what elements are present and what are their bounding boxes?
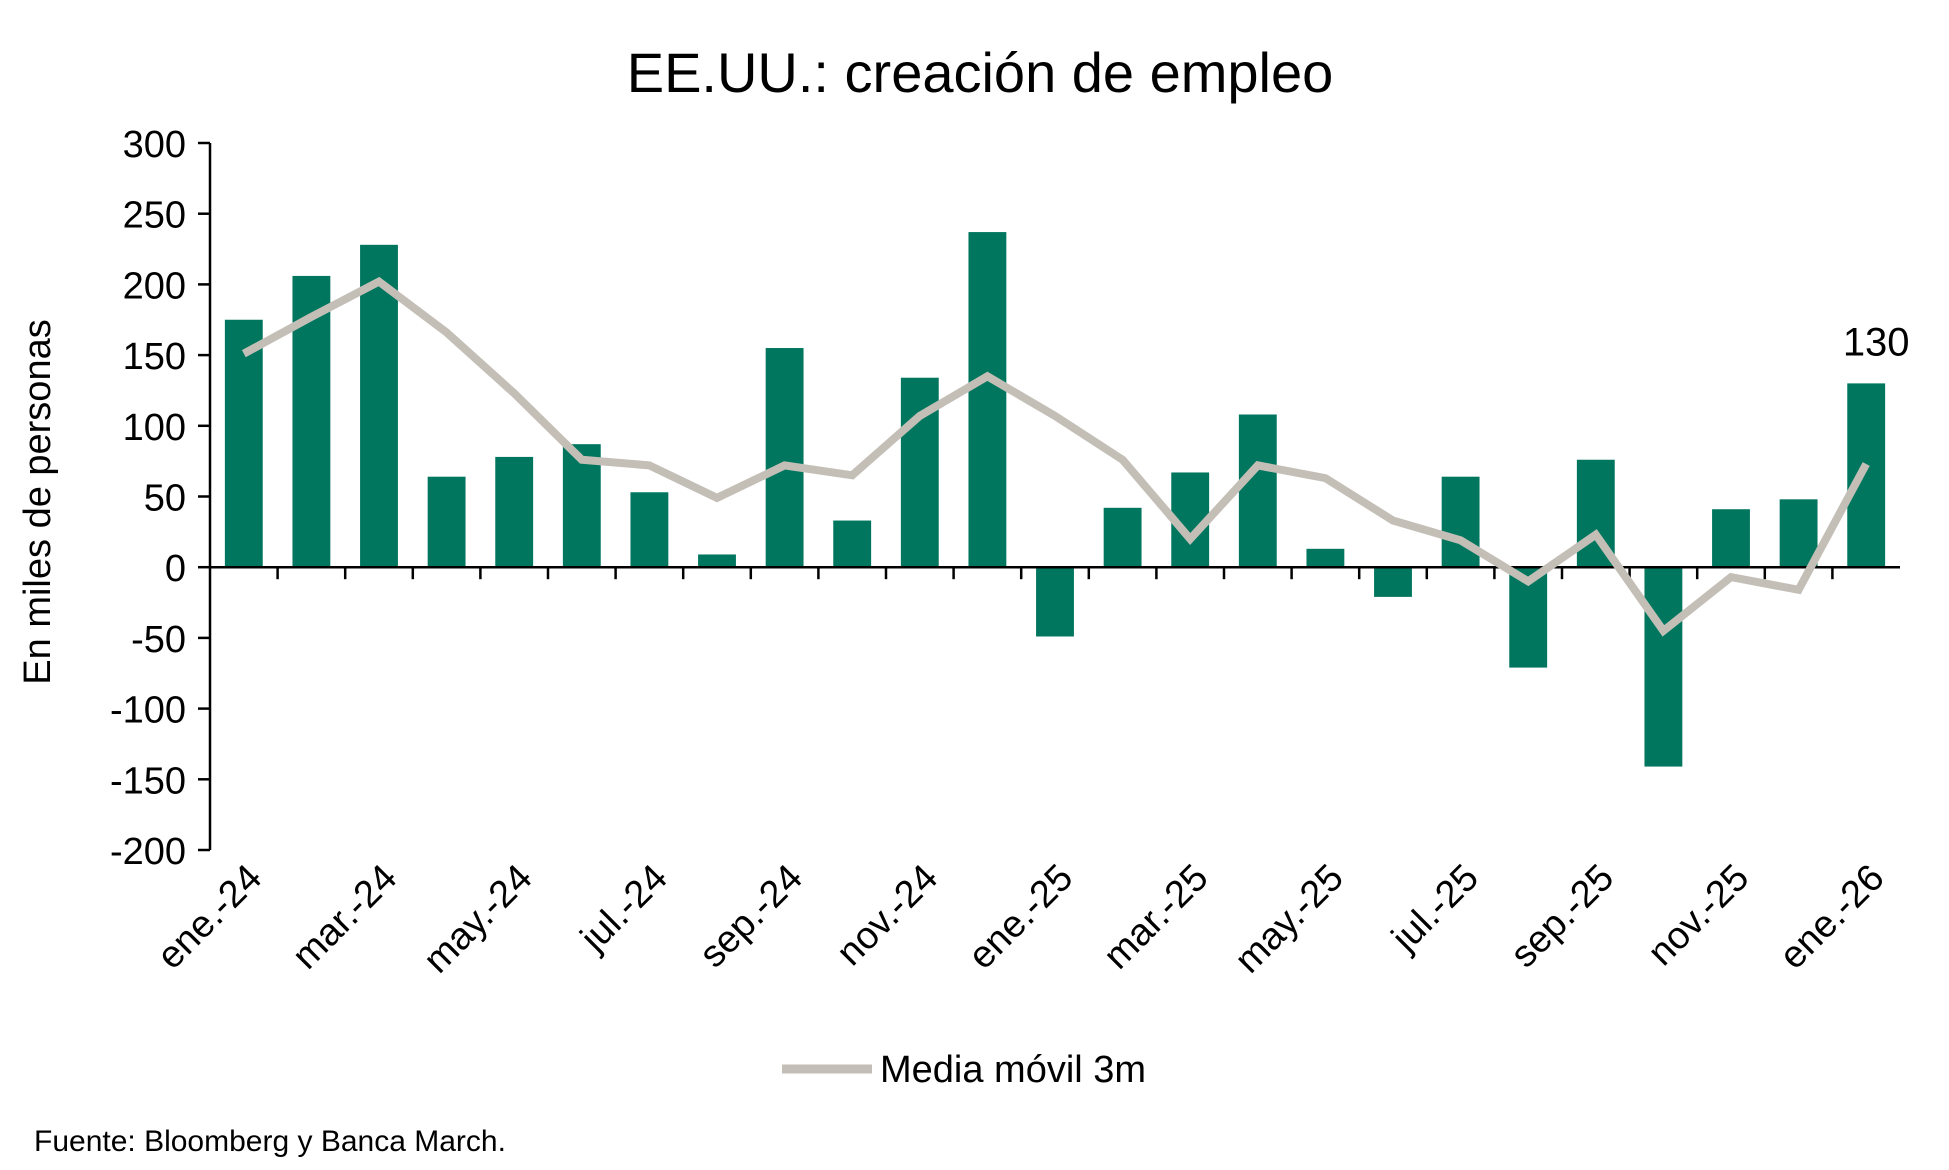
x-tick-label: may.-24 [416,857,541,982]
y-axis-label: En miles de personas [17,319,59,684]
x-tick-label: ene.-26 [1772,857,1893,978]
bar-ene.-26 [1847,383,1886,568]
y-tick-label: 100 [123,407,186,449]
bar-ene.-24 [224,319,263,568]
x-tick-label: ene.-25 [961,857,1082,978]
y-tick-label: 0 [165,548,186,590]
source-note: Fuente: Bloomberg y Banca March. [34,1125,506,1158]
y-tick-label: 300 [123,124,186,166]
bar-ene.-25 [1036,567,1074,637]
bars-layer [224,232,1886,767]
bar-nov.-25 [1712,509,1750,568]
bar-jul.-24 [630,492,669,568]
chart-title: EE.UU.: creación de empleo [627,41,1334,104]
bar-dic.-25 [1779,499,1818,568]
y-tick-label: 150 [123,336,186,378]
y-tick-label: 50 [144,478,186,520]
bar-oct.-25 [1644,567,1683,767]
bar-may.-24 [495,456,534,568]
bar-abr.-24 [427,476,466,568]
x-tick-label: ene.-24 [149,857,270,978]
y-tick-label: 200 [123,265,186,307]
bar-abr.-25 [1238,414,1277,568]
bar-oct.-24 [833,520,872,568]
bar-feb.-25 [1103,507,1142,568]
legend: Media móvil 3m [782,1049,1146,1091]
y-tick-label: -100 [110,690,186,732]
bar-dic.-24 [968,232,1007,568]
bar-jun.-25 [1374,567,1412,597]
y-tick-label: -50 [131,619,186,661]
bar-ago.-24 [698,554,736,568]
bar-may.-25 [1306,548,1345,568]
x-tick-label: nov.-25 [1640,857,1757,974]
x-tick-label: sep.-24 [692,857,811,976]
x-tick-label: mar.-24 [285,857,406,978]
x-tick-label: jul.-25 [1383,857,1487,961]
y-tick-label: -200 [110,831,186,873]
y-tick-label: 250 [123,195,186,237]
x-tick-label: sep.-25 [1503,857,1622,976]
x-tick-label: may.-25 [1227,857,1352,982]
x-tick-label: nov.-24 [829,857,946,974]
legend-label-moving-average: Media móvil 3m [880,1049,1146,1091]
data-label-ene.-26: 130 [1843,320,1910,364]
y-tick-label: -150 [110,760,186,802]
bar-sep.-24 [765,348,804,568]
moving-average-line [241,276,1870,637]
moving-average-layer [241,276,1870,637]
x-tick-label: jul.-24 [572,857,676,961]
labels-layer: 130 [1843,320,1910,364]
x-tick-label: mar.-25 [1096,857,1217,978]
bar-mar.-24 [360,244,398,568]
bar-jul.-25 [1441,476,1480,568]
